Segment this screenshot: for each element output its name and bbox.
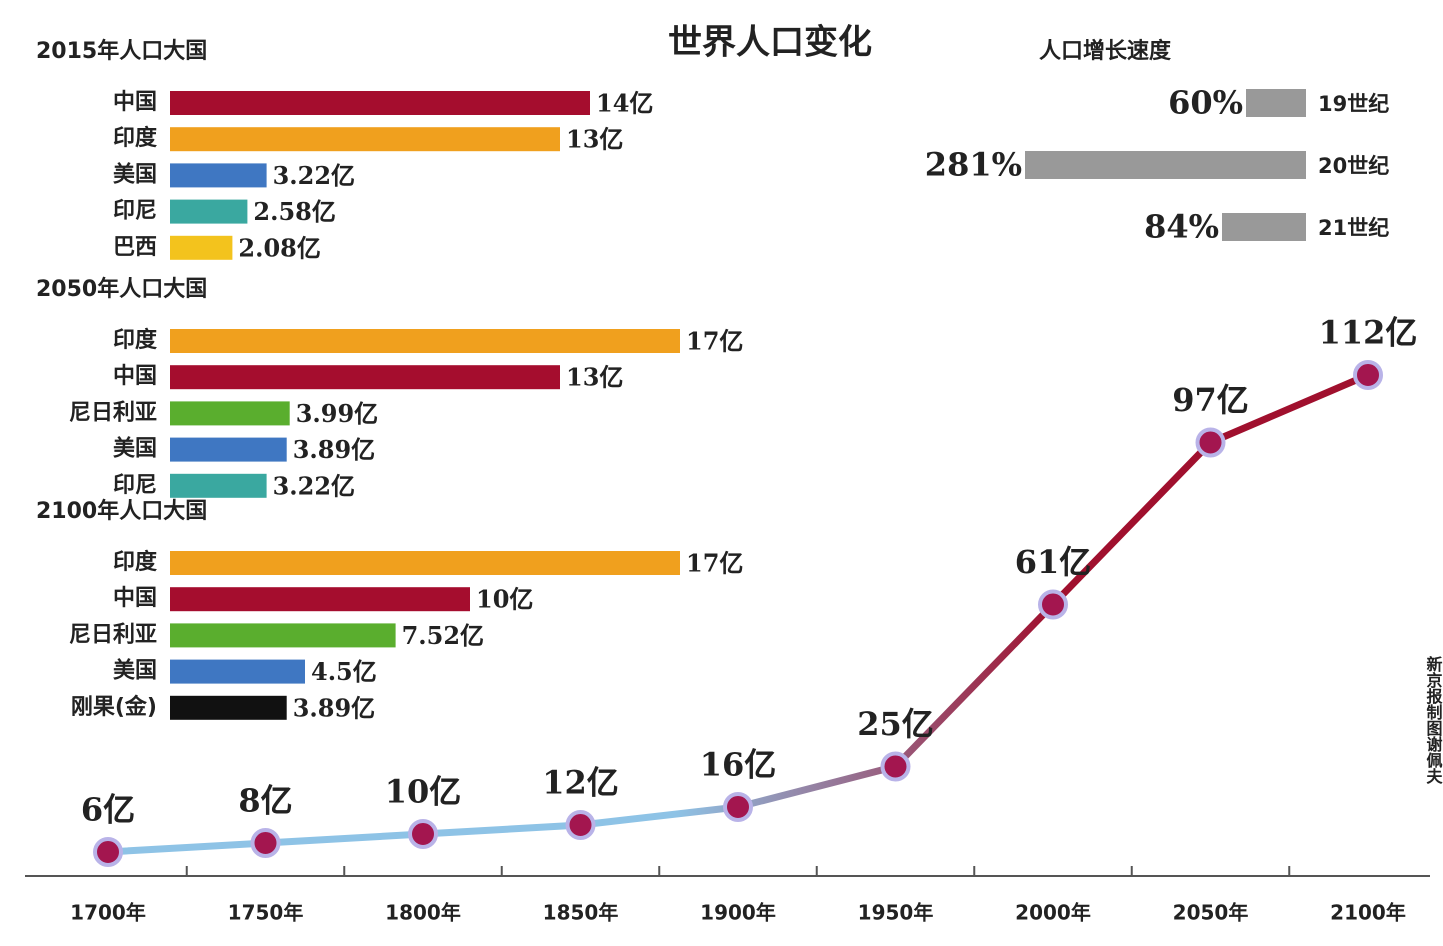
x-tick-label: 1900年 [700,901,776,925]
value-label: 84% [1144,208,1219,246]
bar [170,623,396,648]
point [1195,427,1226,458]
value-label: 13亿 [566,363,623,392]
x-tick-label: 1850年 [543,901,619,925]
value-label: 10亿 [476,585,533,614]
value-label: 17亿 [686,327,743,356]
value-label: 2.58亿 [253,197,335,226]
category-label: 美国 [113,161,157,187]
bar [170,587,470,612]
bar [170,365,560,390]
bar [1246,89,1306,117]
value-label: 12亿 [542,764,619,802]
bar [170,659,305,684]
main-title: 世界人口变化 [668,23,872,63]
x-tick-label: 1700年 [70,901,146,925]
value-label: 3.89亿 [293,435,375,464]
category-label: 印度 [113,327,158,353]
x-tick-label: 2000年 [1015,901,1091,925]
point [565,810,596,840]
value-label: 112亿 [1319,314,1418,352]
value-label: 10亿 [385,773,462,811]
bar [170,473,267,498]
category-label: 尼日利亚 [69,400,157,425]
point [1038,589,1068,620]
value-label: 3.99亿 [296,399,378,428]
point [1353,360,1383,390]
category-label: 中国 [113,586,157,611]
point [880,751,911,782]
bar [170,695,287,720]
category-label: 19世纪 [1318,92,1389,116]
category-label: 美国 [113,436,157,462]
value-label: 2.08亿 [238,233,320,262]
point [408,819,438,849]
value-label: 17亿 [686,549,743,578]
value-label: 7.52亿 [402,621,484,650]
value-label: 16亿 [700,746,777,784]
bar [170,401,290,426]
group-title: 2015年人口大国 [36,38,207,64]
category-label: 刚果(金) [71,694,157,720]
value-label: 3.22亿 [273,471,355,500]
category-label: 中国 [113,364,157,389]
value-label: 60% [1168,84,1243,122]
bar [170,127,560,152]
bar [170,437,287,462]
value-label: 13亿 [566,125,623,154]
bar [1222,213,1306,241]
value-label: 61亿 [1015,543,1092,581]
point [93,837,123,867]
x-tick-label: 1750年 [228,901,304,925]
bar [170,91,590,115]
category-label: 尼日利亚 [69,622,157,647]
value-label: 3.89亿 [293,693,375,722]
category-label: 21世纪 [1318,216,1389,240]
value-label: 3.22亿 [273,161,355,190]
x-tick-label: 1950年 [858,901,934,925]
group-title: 2100年人口大国 [36,498,207,524]
x-tick-label: 2050年 [1173,901,1249,925]
value-label: 281% [925,146,1022,184]
point [250,828,281,858]
value-label: 97亿 [1172,381,1249,419]
category-label: 印度 [113,549,158,575]
point [723,792,753,822]
category-label: 印度 [113,125,158,151]
group-title: 人口增长速度 [1039,38,1172,64]
category-label: 印尼 [113,199,157,224]
bar [1025,151,1306,179]
value-label: 4.5亿 [311,657,377,686]
bar [170,199,248,224]
bar [170,551,680,575]
bar [170,163,267,188]
x-tick-label: 2100年 [1330,901,1406,925]
x-tick-label: 1800年 [385,901,461,925]
category-label: 20世纪 [1318,154,1389,178]
value-label: 8亿 [238,782,292,820]
category-label: 美国 [113,658,157,684]
category-label: 中国 [113,90,157,115]
value-label: 25亿 [857,705,934,743]
group-title: 2050年人口大国 [36,276,207,302]
bar [170,329,680,353]
category-label: 巴西 [113,235,157,260]
value-label: 14亿 [596,89,653,118]
value-label: 6亿 [81,791,135,829]
category-label: 印尼 [113,473,157,498]
bar [170,235,233,260]
credit: 新京报制图谢佩夫 [1424,655,1443,785]
